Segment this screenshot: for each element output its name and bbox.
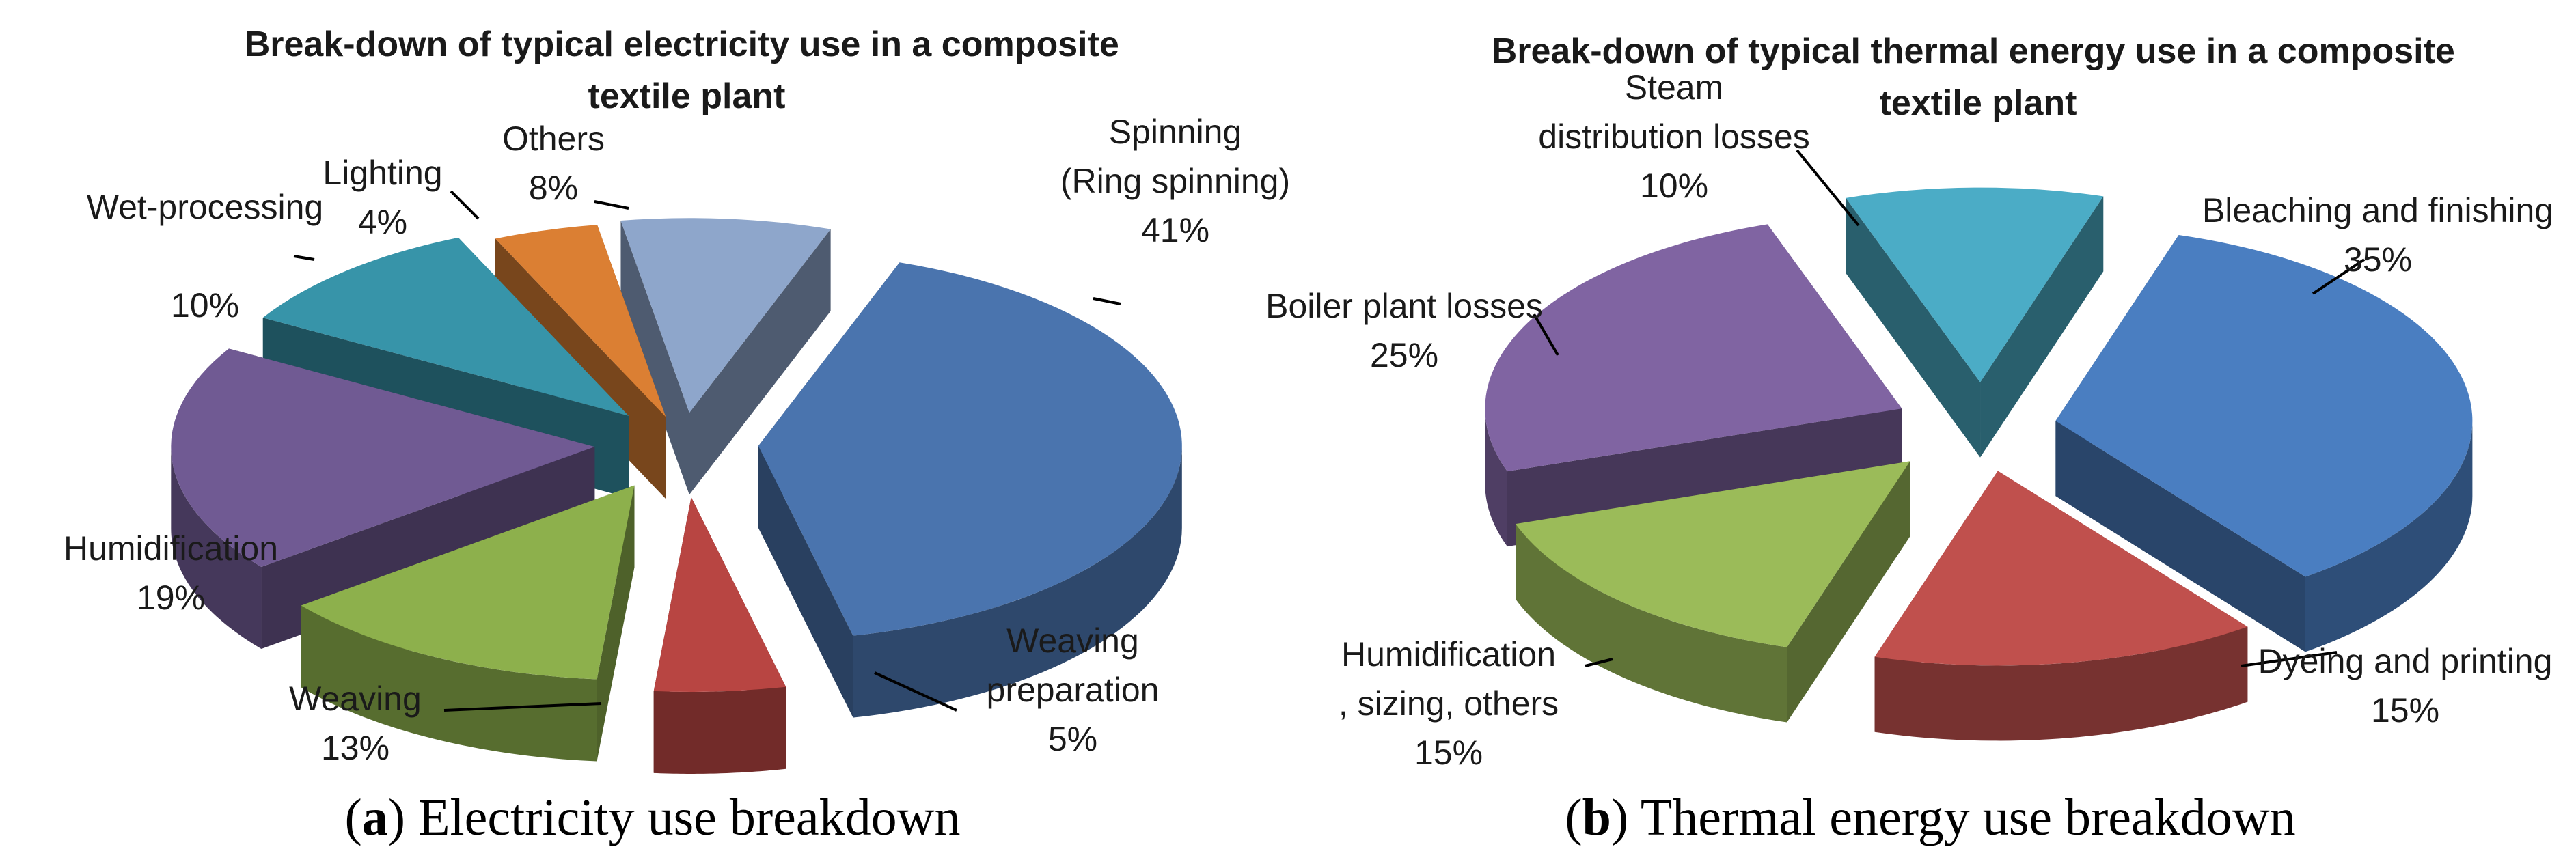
dyeing-and-printing-leader-line — [2241, 651, 2338, 667]
dyeing-and-printing-label-text: Dyeing and printing 15% — [2258, 642, 2553, 729]
humidification-sizing-others-slice-rim — [1516, 524, 1787, 723]
caption-b: (b) Thermal energy use breakdown — [1565, 789, 2295, 846]
weaving-preparation-leader-line — [874, 671, 957, 712]
weaving-slice — [301, 485, 635, 680]
steam-distribution-losses-leader-line — [1796, 149, 1860, 227]
bleaching-and-finishing-slice — [2055, 234, 2473, 577]
caption-b-text: Thermal energy use breakdown — [1641, 789, 2296, 846]
humidification-sizing-others-slice — [1516, 461, 1910, 647]
steam-distribution-losses-label-text: Steam distribution losses 10% — [1538, 68, 1809, 205]
humidification-sizing-others-leader-line — [1585, 658, 1613, 667]
wet-processing-label-text: Wet-processing 10% — [87, 188, 323, 324]
spinning-ring-spinning-slice-side-end — [758, 445, 853, 718]
dyeing-and-printing-label: Dyeing and printing 15% — [2241, 642, 2552, 729]
spinning-ring-spinning-leader-line — [1093, 297, 1121, 305]
caption-a-letter: a — [362, 789, 388, 846]
spinning-ring-spinning-slice-rim — [853, 445, 1182, 718]
humidification-slice — [171, 348, 595, 568]
others-slice-side-end — [689, 229, 831, 495]
lighting-label: Lighting 4% — [323, 154, 480, 241]
electricity-slice-labels: Spinning (Ring spinning) 41% Weaving prepara… — [64, 113, 1290, 767]
boiler-plant-losses-slice-rim — [1485, 408, 1507, 547]
spinning-ring-spinning-label-text: Spinning (Ring spinning) 41% — [1060, 113, 1290, 249]
bleaching-and-finishing-label: Bleaching and finishing 35% — [2202, 191, 2553, 295]
spinning-ring-spinning-slice — [758, 262, 1182, 636]
weaving-label-text: Weaving 13% — [289, 680, 422, 767]
humidification-sizing-others-slice-side-start — [1787, 461, 1910, 723]
others-label: Others 8% — [502, 120, 629, 210]
weaving-leader-line — [443, 702, 602, 712]
steam-distribution-losses-slice-side-start — [1846, 197, 1981, 458]
caption-a-text: Electricity use breakdown — [418, 789, 960, 846]
thermal-slices — [1485, 187, 2473, 741]
lighting-slice — [495, 225, 666, 417]
electricity-pie-chart: Break-down of typical electricity use in… — [64, 25, 1290, 774]
humidification-label-text: Humidification 19% — [64, 529, 278, 617]
bleaching-and-finishing-leader-line — [2312, 258, 2366, 295]
lighting-label-text: Lighting 4% — [323, 154, 442, 241]
weaving-preparation-label-text: Weaving preparation 5% — [987, 622, 1160, 758]
others-label-text: Others 8% — [502, 120, 605, 207]
bleaching-and-finishing-label-text: Bleaching and finishing 35% — [2202, 191, 2553, 279]
humidification-sizing-others-label-text: Humidification, sizing, others 15% — [1339, 635, 1559, 772]
weaving-slice-rim — [301, 605, 597, 762]
steam-distribution-losses-slice-side-end — [1980, 196, 2104, 458]
spinning-ring-spinning-label: Spinning (Ring spinning) 41% — [1060, 113, 1290, 305]
bleaching-and-finishing-slice-rim — [2305, 421, 2473, 652]
caption-b-letter: b — [1582, 789, 1611, 846]
dyeing-and-printing-slice — [1874, 471, 2248, 666]
boiler-plant-losses-leader-line — [1533, 313, 1559, 357]
electricity-slices — [171, 218, 1182, 774]
others-leader-line — [594, 200, 629, 210]
electricity-chart-title: Break-down of typical electricity use in… — [245, 25, 1129, 116]
weaving-preparation-slice-rim — [653, 686, 786, 774]
wet-processing-label: Wet-processing 10% — [87, 188, 323, 324]
steam-distribution-losses-label: Steam distribution losses 10% — [1538, 68, 1860, 227]
lighting-leader-line — [450, 190, 480, 220]
humidification-label: Humidification 19% — [64, 529, 278, 617]
weaving-preparation-slice — [653, 497, 786, 692]
dyeing-and-printing-slice-rim — [1874, 626, 2248, 741]
weaving-preparation-label: Weaving preparation 5% — [874, 622, 1160, 758]
thermal-slice-labels: Bleaching and finishing 35% Dyeing and pri… — [1265, 68, 2553, 772]
weaving-label: Weaving 13% — [289, 680, 602, 767]
wet-processing-slice — [262, 237, 629, 416]
wet-processing-leader-line — [293, 255, 315, 261]
boiler-plant-losses-label: Boiler plant losses 25% — [1265, 287, 1559, 374]
boiler-plant-losses-label-text: Boiler plant losses 25% — [1265, 287, 1543, 374]
bleaching-and-finishing-slice-side-end — [2055, 421, 2305, 652]
humidification-sizing-others-label: Humidification, sizing, others 15% — [1339, 635, 1613, 772]
others-slice — [620, 218, 831, 413]
boiler-plant-losses-slice — [1485, 224, 1902, 472]
caption-a: (a) Electricity use breakdown — [344, 789, 960, 846]
humidification-slice-rim — [171, 447, 262, 650]
others-slice-side-start — [620, 220, 689, 495]
weaving-slice-side-start — [597, 485, 635, 762]
thermal-chart-title: Break-down of typical thermal energy use… — [1492, 31, 2465, 123]
thermal-pie-chart: Break-down of typical thermal energy use… — [1265, 31, 2553, 772]
steam-distribution-losses-slice — [1846, 187, 2104, 382]
